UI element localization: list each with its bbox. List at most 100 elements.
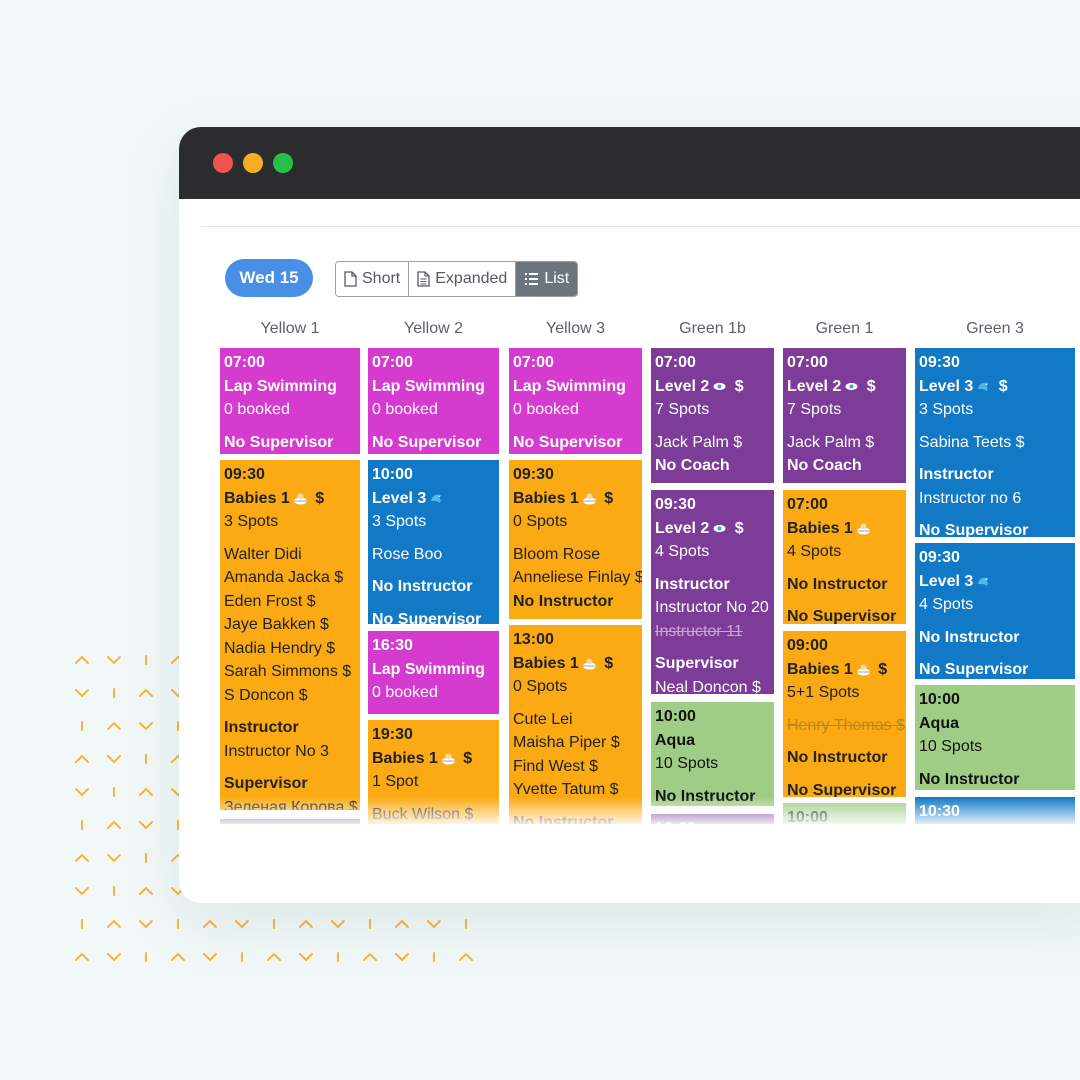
card-text-value: 07:00 [655,354,696,371]
card-heading: Babies 1 $ [513,652,638,676]
schedule-card[interactable]: 09:30 Level 3 $3 Spots Sabina Teets $ Instr… [915,348,1075,537]
file-text-icon [417,271,430,287]
card-text-value: 09:30 [655,496,696,513]
chevron-mark [171,952,185,961]
list-icon [525,273,539,285]
card-text-value: Aqua [919,714,959,732]
card-text-value: S Doncon $ [224,686,308,704]
schedule-card[interactable]: 07:00 Lap Swimming 0 booked No Supervisor [509,348,642,454]
card-text: Amanda Jacka $ [224,566,356,590]
maximize-window-button[interactable] [273,153,293,173]
column-header: Yellow 2 [403,320,463,337]
dolphin-icon [978,382,990,391]
card-text-value: Supervisor [224,775,308,792]
card-text-value: 4 Spots [919,596,974,613]
card-text-value: 5+1 Spots [787,684,860,701]
view-list-button[interactable]: List [516,262,578,296]
card-text: Maisha Piper $ [513,731,638,755]
schedule-card[interactable]: 10:00 Aqua 10 Spots No Instructor [915,685,1075,790]
card-text: 0 Spots [513,675,638,699]
card-text: 4 Spots [655,540,770,564]
card-text-value: 3 Spots [372,513,427,530]
card-text-value: 10 Spots [655,755,719,772]
schedule-card[interactable]: 16:30 Lap Swimming 0 booked [368,631,499,714]
card-text-value: Instructor No 20 [655,599,769,616]
card-heading: Lap Swimming [224,375,356,399]
card-text-value: Lap Swimming [513,377,626,395]
card-heading: No Supervisor [372,608,495,625]
card-heading: No Instructor [372,575,495,599]
schedule-card[interactable]: 09:30 Babies 1 $3 Spots Walter Didi Amanda … [220,460,360,810]
price-indicator: $ [862,377,876,395]
card-text: Sarah Simmons $ [224,660,356,684]
card-text-value: No Supervisor [787,608,897,624]
card-text-value: No Supervisor [919,661,1029,678]
card-text: 4 Spots [919,593,1071,617]
baby-icon [441,753,455,764]
schedule-card[interactable]: 13:00 Babies 1 $0 Spots Cute Lei Maisha Pip… [509,625,642,824]
card-text: 4 Spots [787,540,902,564]
card-time: 07:00 [372,351,495,375]
schedule-card[interactable]: 09:30 Level 3 4 Spots No Instructor No Super… [915,543,1075,679]
schedule-card[interactable]: 07:00 Lap Swimming 0 booked No Supervisor [368,348,499,454]
price-indicator: $ [730,377,744,395]
card-text-value: 10 Spots [919,738,983,755]
card-heading: No Supervisor [787,779,902,798]
card-text: 10 Spots [919,735,1071,759]
card-text-value: 1 Spot [372,773,419,790]
card-time: 16:30 [372,634,495,658]
schedule-card[interactable]: 10:00 Level 3 3 Spots Rose Boo No Instructor… [368,460,499,624]
card-text-value: No Coach [655,457,730,474]
card-text: 3 Spots [372,510,495,534]
schedule-card[interactable]: 09:30 Level 2 $4 Spots Instructor Instructo… [651,490,774,694]
column-header: Green 1b [679,320,746,337]
card-time: 07:00 [787,493,902,517]
card-text: Instructor 11 [655,620,770,644]
card-text-value: Instructor [224,719,299,736]
schedule-card[interactable]: 07:00 Level 2 $7 Spots Jack Palm $ No Coach [783,348,906,483]
card-text-value: Level 3 [919,572,974,590]
chevron-mark [203,919,217,928]
card-heading: Babies 1 $ [513,487,638,511]
card-time: 19:30 [372,723,495,747]
card-time: 09:30 [513,463,638,487]
card-text-value: 10:00 [655,708,696,725]
chevron-mark [107,953,121,962]
card-heading: No Supervisor [372,431,495,455]
chevron-mark [139,886,153,895]
column-header: Yellow 3 [545,320,605,337]
card-text-value: Jaye Bakken $ [224,616,329,633]
card-text: Yvette Tatum $ [513,778,638,802]
card-text: 0 booked [224,398,356,422]
card-text-value: Level 2 [655,519,710,537]
card-text: 5+1 Spots [787,681,902,705]
card-text: S Doncon $ [224,684,356,708]
chevron-mark [75,788,89,797]
card-text: 7 Spots [787,398,902,422]
chevron-mark [107,755,121,764]
card-heading: Instructor [224,716,356,740]
close-window-button[interactable] [213,153,233,173]
baby-icon [293,493,307,504]
schedule-card[interactable]: 07:00 Babies 1 4 Spots No Instructor No Supe… [783,490,906,624]
chevron-mark [139,821,153,830]
price-indicator: $ [599,654,614,672]
schedule-card[interactable]: 07:00 Level 2 $7 Spots Jack Palm $ No Coach [651,348,774,483]
card-text-value: Babies 1 [787,519,853,537]
card-heading: No Supervisor [787,605,902,624]
day-badge[interactable]: Wed 15 [225,259,313,297]
schedule-card[interactable]: 09:00 Babies 1 $5+1 Spots Henry Thomas $ No… [783,631,906,797]
schedule-card[interactable]: 10:00 Aqua 10 Spots No Instructor [651,702,774,806]
minimize-window-button[interactable] [243,153,263,173]
card-text-value: 3 Spots [224,513,279,530]
view-expanded-button[interactable]: Expanded [409,262,517,296]
card-text-value: 13:00 [513,631,554,648]
schedule-card[interactable]: 09:30 Babies 1 $0 Spots Bloom Rose Annelies… [509,460,642,619]
schedule-card[interactable]: 07:00 Lap Swimming 0 booked No Supervisor [220,348,360,454]
card-text: Nadia Hendry $ [224,637,356,661]
price-indicator: $ [873,660,888,678]
card-text-value: Neal Doncon $ [655,678,761,695]
chevron-mark [75,952,89,961]
card-heading: Level 3 [372,487,495,511]
view-short-button[interactable]: Short [336,262,410,296]
